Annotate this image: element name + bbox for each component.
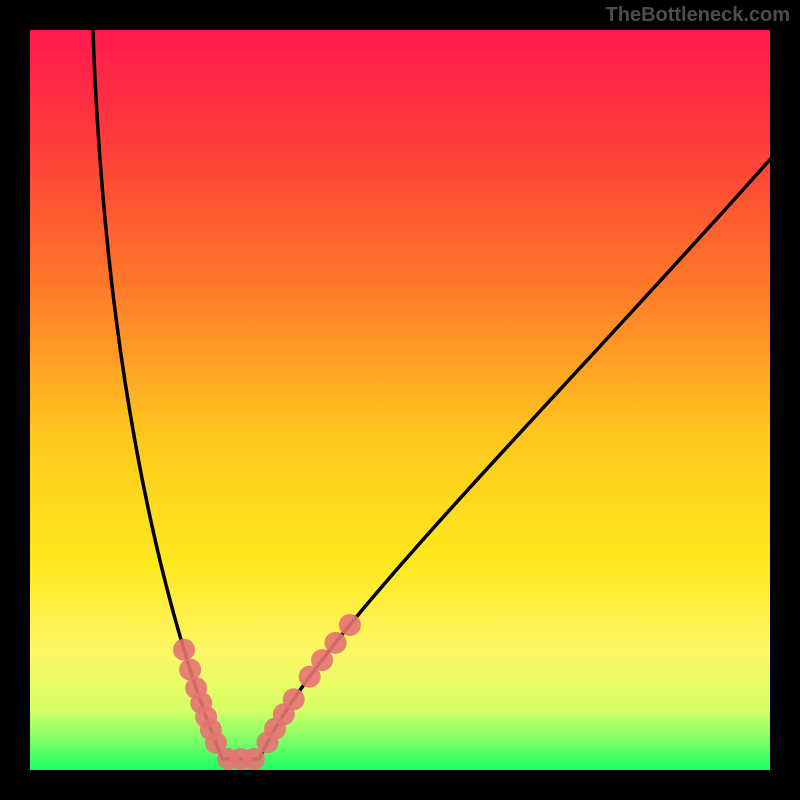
stage: TheBottleneck.com	[0, 0, 800, 800]
marker-dot	[173, 639, 195, 661]
chart-svg	[0, 0, 800, 800]
marker-dot	[339, 614, 361, 636]
marker-dot	[311, 649, 333, 671]
marker-dot	[283, 688, 305, 710]
watermark-text: TheBottleneck.com	[606, 4, 790, 27]
plot-area	[30, 30, 770, 770]
marker-dot	[325, 632, 347, 654]
